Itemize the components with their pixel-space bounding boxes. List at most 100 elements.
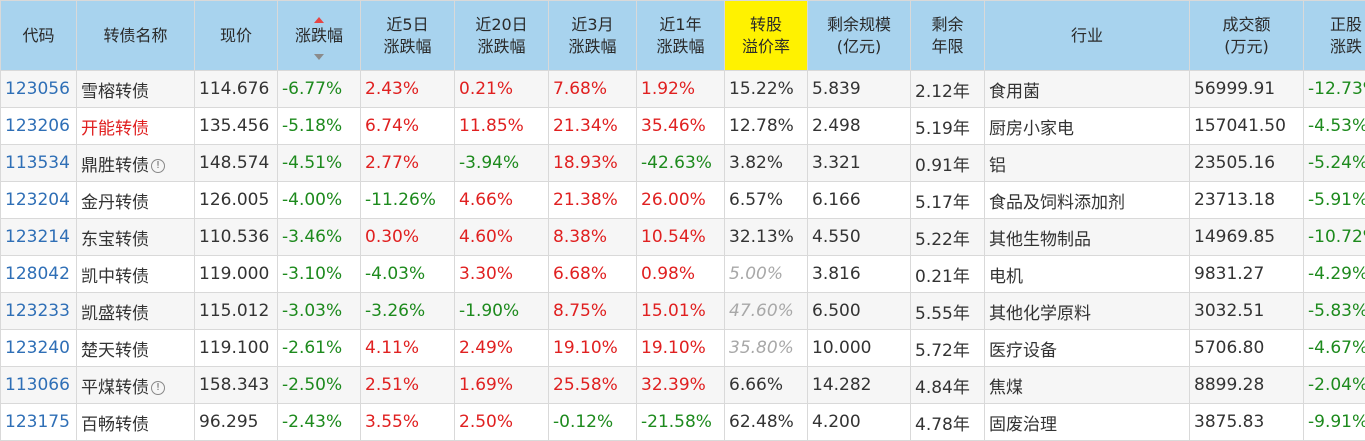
cell-chg-text: -2.61%: [282, 338, 343, 358]
cell-chg20-text: -3.94%: [459, 153, 520, 173]
cell-code[interactable]: 123206: [0, 107, 77, 145]
col-header-industry[interactable]: 行业: [984, 0, 1190, 71]
cell-industry-text: 其他生物制品: [989, 229, 1091, 250]
cell-price: 119.000: [194, 255, 278, 293]
cell-code[interactable]: 128042: [0, 255, 77, 293]
cell-industry-text: 医疗设备: [989, 340, 1057, 361]
cell-years: 4.78年: [910, 403, 985, 441]
cell-amount-text: 9831.27: [1194, 264, 1265, 284]
cell-chg20-text: 11.85%: [459, 116, 524, 136]
cell-code[interactable]: 123240: [0, 329, 77, 367]
col-header-code[interactable]: 代码: [0, 0, 77, 71]
cell-price-text: 148.574: [199, 153, 270, 173]
col-header-change-1y[interactable]: 近1年 涨跌幅: [636, 0, 725, 71]
cell-code-text: 113066: [5, 375, 70, 395]
cell-chg20: 2.49%: [454, 329, 549, 367]
cell-chg: -2.61%: [277, 329, 361, 367]
cell-name[interactable]: 鼎胜转债!: [76, 144, 195, 182]
table-row[interactable]: 113066 平煤转债! 158.343 -2.50% 2.51% 1.69% 25.58%…: [0, 366, 1365, 404]
cell-chg: -3.10%: [277, 255, 361, 293]
cell-name[interactable]: 平煤转债!: [76, 366, 195, 404]
cell-chg1y-text: -21.58%: [641, 412, 712, 432]
col-header-premium[interactable]: 转股 溢价率: [724, 0, 808, 71]
cell-code[interactable]: 123056: [0, 70, 77, 108]
cell-years: 5.22年: [910, 218, 985, 256]
table-row[interactable]: 123204 金丹转债 126.005 -4.00% -11.26% 4.66% 21.38…: [0, 181, 1365, 219]
cell-price-text: 126.005: [199, 190, 270, 210]
cell-chg5: 2.43%: [360, 70, 455, 108]
cell-name[interactable]: 金丹转债: [76, 181, 195, 219]
cell-chg-text: -5.18%: [282, 116, 343, 136]
cell-premium: 47.60%: [724, 292, 808, 330]
sort-asc-icon[interactable]: [314, 17, 324, 23]
col-header-label: 代码: [22, 25, 55, 45]
cell-code[interactable]: 123175: [0, 403, 77, 441]
cell-code[interactable]: 113066: [0, 366, 77, 404]
col-header-change[interactable]: 涨跌幅: [277, 0, 361, 71]
cell-code[interactable]: 123204: [0, 181, 77, 219]
cell-stock: -5.91%: [1303, 181, 1365, 219]
cell-price-text: 119.000: [199, 264, 270, 284]
table-row[interactable]: 113534 鼎胜转债! 148.574 -4.51% 2.77% -3.94% 18.93…: [0, 144, 1365, 182]
info-icon[interactable]: !: [151, 158, 165, 173]
cell-name[interactable]: 百畅转债: [76, 403, 195, 441]
col-header-name[interactable]: 转债名称: [76, 0, 195, 71]
table-row[interactable]: 123056 雪榕转债 114.676 -6.77% 2.43% 0.21% 7.68% 1.…: [0, 70, 1365, 108]
cell-premium: 3.82%: [724, 144, 808, 182]
cell-chg3m-text: 19.10%: [553, 338, 618, 358]
cell-industry-text: 其他化学原料: [989, 303, 1091, 324]
col-header-years[interactable]: 剩余 年限: [910, 0, 985, 71]
col-header-amount[interactable]: 成交额 (万元): [1189, 0, 1304, 71]
cell-name[interactable]: 开能转债: [76, 107, 195, 145]
cell-chg20: 0.21%: [454, 70, 549, 108]
table-row[interactable]: 123233 凯盛转债 115.012 -3.03% -3.26% -1.90% 8.75%…: [0, 292, 1365, 330]
cell-name[interactable]: 东宝转债: [76, 218, 195, 256]
cell-name[interactable]: 凯盛转债: [76, 292, 195, 330]
info-icon[interactable]: !: [151, 380, 165, 395]
cell-chg20: 2.50%: [454, 403, 549, 441]
cell-amount: 23505.16: [1189, 144, 1304, 182]
cell-name[interactable]: 雪榕转债: [76, 70, 195, 108]
cell-chg3m: 19.10%: [548, 329, 637, 367]
cell-code-text: 128042: [5, 264, 70, 284]
table-row[interactable]: 123175 百畅转债 96.295 -2.43% 3.55% 2.50% -0.12% -2…: [0, 403, 1365, 441]
col-header-price[interactable]: 现价: [194, 0, 278, 71]
col-header-scale[interactable]: 剩余规模 (亿元): [807, 0, 911, 71]
table-row[interactable]: 123206 开能转债 135.456 -5.18% 6.74% 11.85% 21.34%…: [0, 107, 1365, 145]
cell-name-text: 凯中转债: [81, 266, 149, 287]
cell-chg3m: 21.38%: [548, 181, 637, 219]
table-row[interactable]: 123214 东宝转债 110.536 -3.46% 0.30% 4.60% 8.38% 10…: [0, 218, 1365, 256]
cell-code[interactable]: 123233: [0, 292, 77, 330]
col-header-stock-change[interactable]: 正股 涨跌: [1303, 0, 1365, 71]
cell-chg-text: -4.51%: [282, 153, 343, 173]
cell-chg3m-text: 21.38%: [553, 190, 618, 210]
sort-desc-icon[interactable]: [314, 54, 324, 60]
cell-code[interactable]: 123214: [0, 218, 77, 256]
cell-years-text: 4.78年: [915, 414, 970, 435]
cell-code[interactable]: 113534: [0, 144, 77, 182]
cell-chg5: 2.51%: [360, 366, 455, 404]
col-header-change-3m[interactable]: 近3月 涨跌幅: [548, 0, 637, 71]
table-row[interactable]: 123240 楚天转债 119.100 -2.61% 4.11% 2.49% 19.10% 1…: [0, 329, 1365, 367]
cell-premium-text: 12.78%: [729, 116, 794, 136]
cell-name[interactable]: 楚天转债: [76, 329, 195, 367]
table-row[interactable]: 128042 凯中转债 119.000 -3.10% -4.03% 3.30% 6.68% 0…: [0, 255, 1365, 293]
cell-chg: -4.00%: [277, 181, 361, 219]
cell-chg5: -11.26%: [360, 181, 455, 219]
cell-chg3m: 8.75%: [548, 292, 637, 330]
cell-chg3m-text: 18.93%: [553, 153, 618, 173]
cell-amount-text: 3875.83: [1194, 412, 1265, 432]
cell-years-text: 2.12年: [915, 81, 970, 102]
col-header-change-20d[interactable]: 近20日 涨跌幅: [454, 0, 549, 71]
cell-scale-text: 3.816: [812, 264, 861, 284]
col-header-change-5d[interactable]: 近5日 涨跌幅: [360, 0, 455, 71]
cell-chg5: 6.74%: [360, 107, 455, 145]
cell-chg20-text: -1.90%: [459, 301, 520, 321]
cell-industry-text: 食用菌: [989, 81, 1040, 102]
col-header-label: 现价: [219, 25, 252, 45]
cell-scale-text: 14.282: [812, 375, 872, 395]
cell-stock-text: -10.72%: [1308, 227, 1365, 247]
cell-name[interactable]: 凯中转债: [76, 255, 195, 293]
cell-years: 2.12年: [910, 70, 985, 108]
cell-industry-text: 焦煤: [989, 377, 1023, 398]
